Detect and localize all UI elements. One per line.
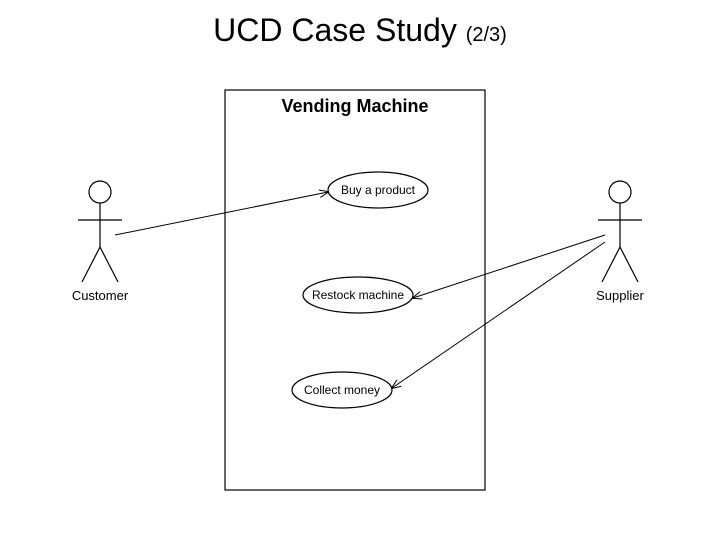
system-title: Vending Machine: [281, 96, 428, 116]
usecase-restock-label: Restock machine: [312, 288, 404, 302]
slide-title-main: UCD Case Study: [213, 12, 466, 48]
actor-supplier-leg-l: [602, 247, 620, 282]
actor-supplier-head: [609, 181, 631, 203]
actor-customer-leg-l: [82, 247, 100, 282]
edge-supplier-collect: [392, 242, 605, 388]
usecase-collect: Collect money: [292, 372, 392, 408]
usecase-buy-label: Buy a product: [341, 183, 416, 197]
actor-customer: [78, 181, 122, 282]
usecase-restock: Restock machine: [303, 277, 413, 313]
actor-customer-head: [89, 181, 111, 203]
slide-title-sub: (2/3): [466, 24, 507, 46]
actor-supplier-label: Supplier: [596, 288, 644, 303]
actor-supplier: [598, 181, 642, 282]
usecase-buy: Buy a product: [328, 172, 428, 208]
actor-customer-leg-r: [100, 247, 118, 282]
slide-title: UCD Case Study (2/3): [0, 12, 720, 49]
actor-supplier-leg-r: [620, 247, 638, 282]
edge-supplier-restock: [413, 235, 605, 298]
use-case-diagram: Vending Machine Buy a product Restock ma…: [0, 70, 720, 540]
usecase-collect-label: Collect money: [304, 383, 380, 397]
edge-customer-buy: [115, 192, 328, 235]
actor-customer-label: Customer: [72, 288, 129, 303]
